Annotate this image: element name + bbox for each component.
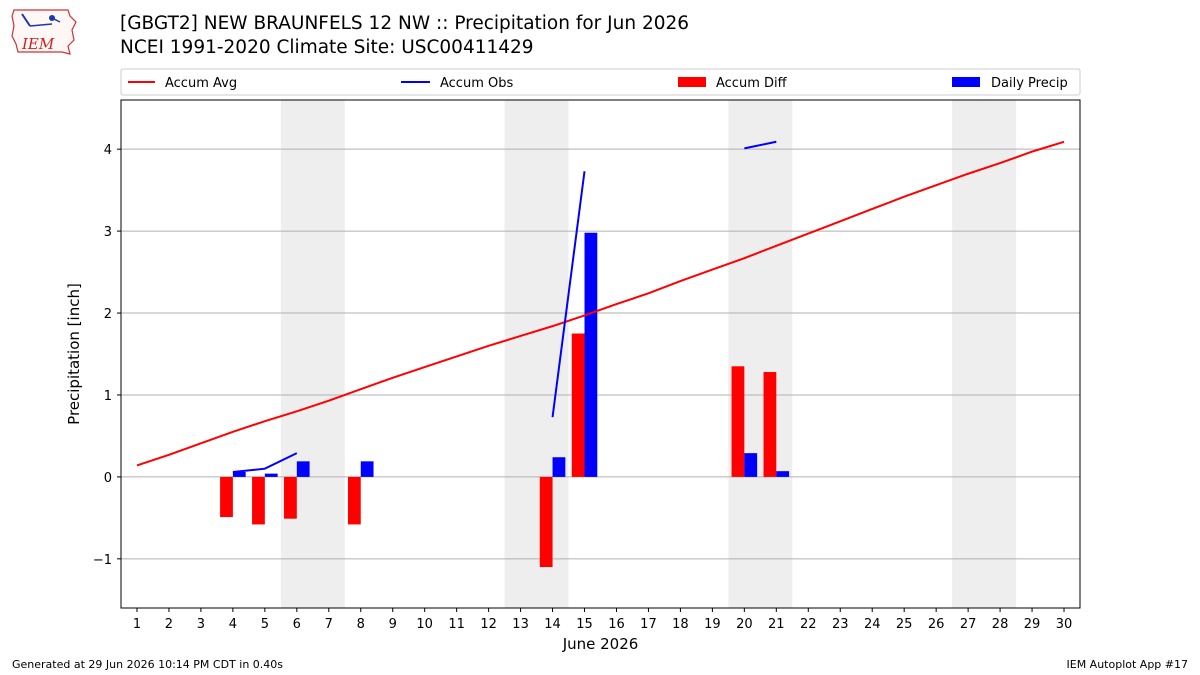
legend-daily-precip-label: Daily Precip xyxy=(991,76,1068,91)
accum-diff-bar-4 xyxy=(220,476,233,518)
y-tick-label-1: 0 xyxy=(104,471,112,486)
x-tick-label-28: 29 xyxy=(1024,617,1041,632)
x-tick-label-16: 17 xyxy=(640,617,657,632)
legend-accum-avg-label: Accum Avg xyxy=(165,76,237,91)
x-tick-label-15: 16 xyxy=(608,617,625,632)
x-tick-label-22: 23 xyxy=(832,617,849,632)
daily-precip-bar-4 xyxy=(232,471,246,477)
daily-precip-bar-8 xyxy=(360,461,374,477)
x-tick-label-6: 7 xyxy=(325,617,333,632)
x-tick-label-4: 5 xyxy=(261,617,269,632)
accum-diff-bar-6 xyxy=(284,476,297,519)
y-tick-label-3: 2 xyxy=(104,307,112,322)
weekend-band-1 xyxy=(504,100,569,608)
x-tick-label-8: 9 xyxy=(389,617,397,632)
gridlines xyxy=(121,148,1080,560)
x-tick-label-2: 3 xyxy=(197,617,205,632)
x-tick-label-23: 24 xyxy=(864,617,881,632)
x-tick-label-10: 11 xyxy=(448,617,465,632)
legend-accum-obs-label: Accum Obs xyxy=(440,76,513,91)
x-tick-label-17: 18 xyxy=(672,617,689,632)
legend: Accum Avg Accum Obs Accum Diff Daily Precip xyxy=(120,68,1081,96)
iem-logo: IEM xyxy=(8,6,80,62)
daily-precip-bar-14 xyxy=(552,457,566,477)
x-tick-label-20: 21 xyxy=(768,617,785,632)
x-tick-label-19: 20 xyxy=(736,617,753,632)
daily-precip-bar-5 xyxy=(264,473,278,477)
daily-precip-bar-21 xyxy=(776,471,790,477)
x-tick-label-24: 25 xyxy=(896,617,913,632)
daily-precip-bar-15 xyxy=(584,232,598,477)
legend-accum-diff-swatch xyxy=(678,77,706,87)
y-tick-label-4: 3 xyxy=(104,225,112,240)
x-tick-label-9: 10 xyxy=(416,617,433,632)
title-line-2: NCEI 1991-2020 Climate Site: USC00411429 xyxy=(120,37,534,58)
x-tick-label-0: 1 xyxy=(133,617,141,632)
series-lines xyxy=(136,140,1065,473)
chart-title: [GBGT2] NEW BRAUNFELS 12 NW :: Precipita… xyxy=(120,12,689,60)
accum-diff-bar-14 xyxy=(539,476,553,568)
x-tick-label-7: 8 xyxy=(357,617,365,632)
weekend-band-0 xyxy=(280,100,345,608)
bars xyxy=(220,232,790,568)
accum-diff-bar-15 xyxy=(571,333,585,477)
weekend-band-3 xyxy=(952,100,1017,608)
x-tick-label-21: 22 xyxy=(800,617,817,632)
daily-precip-bar-6 xyxy=(296,461,310,477)
title-line-1: [GBGT2] NEW BRAUNFELS 12 NW :: Precipita… xyxy=(120,13,690,34)
x-tick-label-12: 13 xyxy=(512,617,529,632)
x-tick-label-5: 6 xyxy=(293,617,301,632)
x-tick-label-1: 2 xyxy=(165,617,173,632)
generated-timestamp: Generated at 29 Jun 2026 10:14 PM CDT in… xyxy=(12,658,284,671)
x-tick-label-27: 28 xyxy=(992,617,1009,632)
y-tick-label-2: 1 xyxy=(104,389,112,404)
x-tick-label-13: 14 xyxy=(544,617,561,632)
x-axis-label: June 2026 xyxy=(562,635,639,653)
x-tick-label-14: 15 xyxy=(576,617,593,632)
weekend-band-2 xyxy=(728,100,793,608)
accum-avg-line xyxy=(136,140,1065,467)
legend-box xyxy=(120,68,1081,96)
plot-frame xyxy=(120,99,1081,609)
y-tick-label-5: 4 xyxy=(104,143,112,158)
y-tick-label-0: −1 xyxy=(93,553,112,568)
weekend-bands xyxy=(280,100,1017,608)
app-label: IEM Autoplot App #17 xyxy=(1066,658,1189,671)
accum-diff-bar-20 xyxy=(731,366,745,477)
logo-text: IEM xyxy=(21,35,55,53)
accum-diff-bar-5 xyxy=(252,476,265,525)
x-tick-label-26: 27 xyxy=(960,617,977,632)
x-tick-label-29: 30 xyxy=(1056,617,1073,632)
x-tick-label-3: 4 xyxy=(229,617,237,632)
accum-obs-line-2 xyxy=(744,140,777,150)
y-axis-label: Precipitation [inch] xyxy=(65,283,83,425)
x-tick-label-25: 26 xyxy=(928,617,945,632)
accum-obs-line-0 xyxy=(232,452,298,473)
legend-accum-diff-label: Accum Diff xyxy=(716,76,788,91)
x-tick-label-11: 12 xyxy=(480,617,497,632)
x-axis-ticks: 1 2 3 4 5 6 7 8 9 10 11 12 13 14 15 16 17 18 19 20 21 22 23 24 2… xyxy=(133,608,1072,632)
accum-diff-bar-21 xyxy=(763,372,777,477)
x-tick-label-18: 19 xyxy=(704,617,721,632)
accum-diff-bar-8 xyxy=(347,476,361,525)
accum-obs-line-1 xyxy=(551,171,586,418)
y-axis-ticks: −1 0 1 2 3 4 xyxy=(93,143,121,568)
legend-daily-precip-swatch xyxy=(952,77,980,87)
daily-precip-bar-20 xyxy=(744,453,758,477)
